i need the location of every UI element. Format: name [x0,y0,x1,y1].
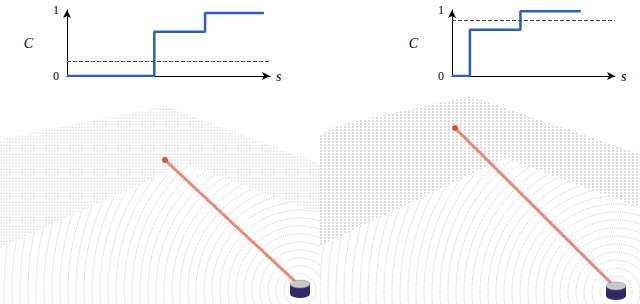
svg-text:1: 1 [438,3,444,17]
svg-text:s: s [276,69,282,84]
svg-text:0: 0 [53,69,59,83]
svg-text:C: C [24,36,34,51]
svg-text:0: 0 [438,69,444,83]
svg-text:1: 1 [53,3,59,17]
svg-text:s: s [621,69,627,84]
svg-text:C: C [409,36,419,51]
